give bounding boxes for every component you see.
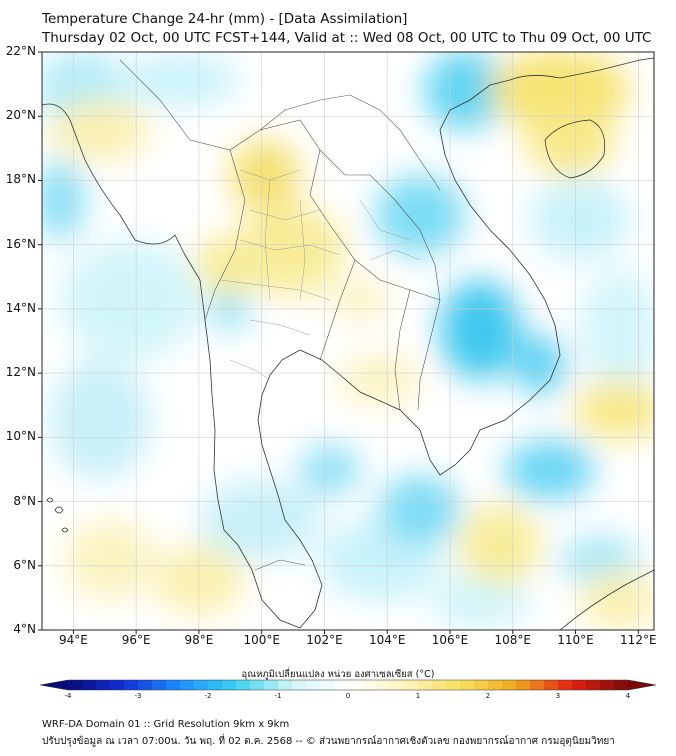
latitude-tick-label: 12°N [5,365,36,380]
colorbar-segment [110,680,125,690]
colorbar-segment [586,680,601,690]
colorbar-segment [82,680,97,690]
colorbar-segment [614,680,629,690]
colorbar-segment [124,680,139,690]
colorbar-segment [390,680,405,690]
colorbar-segment [236,680,251,690]
latitude-tick-label: 4°N [13,622,36,636]
colorbar-segment [362,680,377,690]
colorbar-segment [138,680,153,690]
colorbar-min-extension [40,680,68,690]
colorbar-segment [376,680,391,690]
axis-tick-marks [38,51,639,634]
latitude-tick-label: 20°N [5,108,36,123]
longitude-tick-label: 100°E [243,633,280,647]
colorbar [39,679,657,691]
colorbar-segment [404,680,419,690]
colorbar-segment [572,680,587,690]
colorbar-segment [600,680,615,690]
colorbar-tick-label: 3 [555,692,561,700]
longitude-tick-label: 108°E [494,633,532,647]
colorbar-segment [544,680,559,690]
latitude-tick-label: 8°N [13,493,36,508]
colorbar-segment [68,680,83,690]
longitude-tick-label: 98°E [184,633,214,647]
colorbar-segment [530,680,545,690]
colorbar-segment [334,680,349,690]
colorbar-segment [474,680,489,690]
latitude-tick-label: 18°N [5,172,36,187]
latitude-tick-label: 22°N [5,44,36,58]
longitude-tick-label: 110°E [557,633,594,647]
map-subtitle: Thursday 02 Oct, 00 UTC FCST+144, Valid … [42,30,652,46]
longitude-tick-label: 112°E [620,633,657,647]
colorbar-segment [558,680,573,690]
latitude-tick-label: 10°N [5,429,36,444]
colorbar-segment [292,680,307,690]
colorbar-segment [208,680,223,690]
latitude-tick-label: 16°N [5,236,36,251]
colorbar-segment [264,680,279,690]
colorbar-segment [250,680,265,690]
colorbar-tick-label: 4 [625,692,631,700]
colorbar-segment [222,680,237,690]
colorbar-tick-label: -4 [64,692,72,700]
longitude-tick-label: 104°E [368,633,406,647]
footer-credit: ปรับปรุงข้อมูล ณ เวลา 07:00น. วัน พฤ. ที… [42,736,615,747]
colorbar-segment [460,680,475,690]
colorbar-label: อุณหภูมิเปลี่ยนแปลง หน่วย องศาเซลเซียส (… [241,669,435,680]
colorbar-segment [348,680,363,690]
colorbar-tick-label: -3 [134,692,142,700]
longitude-tick-label: 102°E [306,633,343,647]
longitude-tick-label: 94°E [58,633,88,647]
colorbar-segment [194,680,209,690]
country-borders [119,59,441,571]
colorbar-segment [96,680,111,690]
map-frame [41,51,655,631]
latitude-tick-label: 6°N [13,557,36,572]
coastlines [42,57,654,630]
colorbar-segment [418,680,433,690]
map-title: Temperature Change 24-hr (mm) - [Data As… [42,11,408,27]
colorbar-segment [278,680,293,690]
colorbar-tick-label: -1 [274,692,282,700]
colorbar-segment [446,680,461,690]
longitude-tick-label: 106°E [431,633,469,647]
province-boundaries [219,169,421,381]
latitude-tick-label: 14°N [5,300,36,315]
colorbar-segment [502,680,517,690]
longitude-tick-label: 96°E [121,633,151,647]
colorbar-max-extension [628,680,656,690]
colorbar-segment [432,680,447,690]
colorbar-tick-label: 1 [415,692,421,700]
colorbar-segment [488,680,503,690]
colorbar-tick-label: 2 [485,692,491,700]
colorbar-segment [516,680,531,690]
temperature-field [42,52,654,630]
colorbar-segment [180,680,195,690]
colorbar-tick-label: 0 [345,692,351,700]
colorbar-segment [166,680,181,690]
colorbar-segment [306,680,321,690]
colorbar-segment [152,680,167,690]
colorbar-tick-label: -2 [204,692,212,700]
colorbar-outline [39,679,657,691]
footer-domain-info: WRF-DA Domain 01 :: Grid Resolution 9km … [42,719,290,730]
colorbar-segment [320,680,335,690]
